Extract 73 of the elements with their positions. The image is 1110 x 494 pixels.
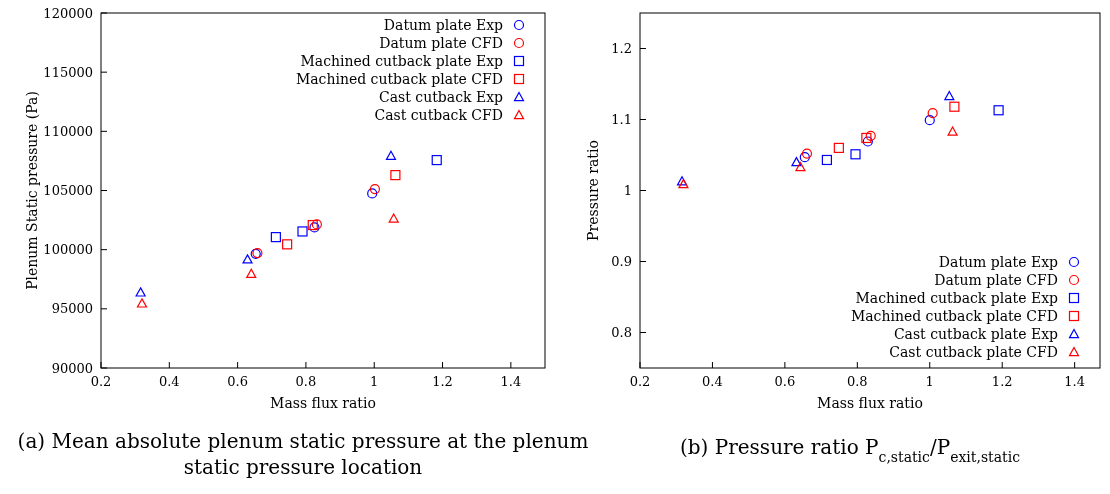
x-tick-label: 1.2	[432, 374, 453, 389]
point	[297, 226, 308, 237]
x-tick-label: 0.6	[227, 374, 248, 389]
legend-label: Machined cutback plate Exp	[300, 53, 504, 69]
point	[367, 188, 378, 199]
x-axis-title: Mass flux ratio	[817, 395, 923, 411]
x-tick-label: 0.4	[158, 374, 180, 389]
y-tick-label: 0.8	[611, 325, 632, 340]
y-tick-label: 115000	[43, 64, 93, 80]
x-tick-label: 0.8	[846, 374, 868, 389]
point	[799, 152, 810, 163]
y-tick-label: 95000	[51, 301, 93, 317]
x-tick-label: 0.2	[90, 374, 112, 389]
text: (b) Pressure ratio P$_{c,static}$/P$_{exit,static}$	[679, 435, 1021, 465]
point	[385, 150, 397, 161]
point	[993, 105, 1004, 116]
point	[865, 130, 876, 141]
y-tick-label: 90000	[51, 360, 93, 376]
point	[821, 154, 832, 166]
y-tick-label: 1.2	[611, 41, 632, 56]
y-axis-title: Plenum Static pressure (Pa)	[24, 91, 40, 290]
point	[431, 154, 442, 166]
x-tick-label: 1.4	[1064, 374, 1085, 389]
legend-label: Cast cutback CFD	[374, 107, 503, 123]
legend-label: Machined cutback plate CFD	[850, 308, 1058, 324]
legend-label: Machined cutback plate Exp	[855, 290, 1059, 306]
x-tick-label: 1.2	[991, 374, 1013, 389]
legend-label: Datum plate CFD	[934, 272, 1058, 288]
point	[282, 239, 293, 250]
point	[246, 268, 257, 279]
text: (a) Mean absolute plenum static pressure at the plenum static pressure location	[17, 429, 589, 479]
y-tick-label: 0.9	[611, 254, 632, 269]
y-axis-title: Pressure ratio	[585, 140, 601, 241]
y-tick-label: 110000	[43, 123, 93, 139]
point	[795, 161, 806, 172]
x-tick-label: 1.4	[500, 374, 522, 389]
x-tick-label: 0.2	[629, 374, 651, 389]
x-tick-label: 1	[370, 374, 379, 389]
y-tick-label: 100000	[43, 242, 93, 258]
y-tick-label: 120000	[43, 5, 93, 21]
y-tick-label: 1	[623, 183, 632, 198]
point	[791, 157, 802, 167]
point	[135, 287, 146, 297]
x-tick-label: 0.8	[295, 374, 317, 389]
point	[801, 148, 813, 159]
x-tick-label: 0.6	[774, 374, 796, 389]
legend-label: Cast cutback plate Exp	[893, 326, 1059, 342]
point	[862, 136, 873, 147]
point	[927, 108, 938, 119]
legend-label: Datum plate CFD	[379, 35, 503, 51]
legend-label: Datum plate Exp	[938, 254, 1059, 270]
legend-label: Cast cutback Exp	[379, 89, 504, 105]
legend-label: Datum plate Exp	[383, 17, 504, 33]
point	[136, 298, 148, 308]
point	[390, 170, 401, 181]
legend-label: Machined cutback plate CFD	[295, 71, 503, 87]
point	[270, 232, 281, 243]
x-tick-label: 0.4	[702, 374, 723, 389]
point	[947, 126, 958, 136]
point	[861, 132, 872, 144]
point	[369, 183, 381, 195]
point	[388, 213, 399, 223]
x-tick-label: 1	[925, 374, 934, 389]
point	[242, 254, 253, 264]
point	[850, 149, 861, 160]
point	[944, 90, 955, 101]
point	[924, 115, 935, 126]
legend-label: Cast cutback plate CFD	[889, 344, 1058, 360]
y-tick-label: 1.1	[611, 112, 632, 127]
x-axis-title: Mass flux ratio	[270, 395, 376, 411]
point	[833, 142, 844, 153]
y-tick-label: 105000	[43, 183, 93, 198]
point	[949, 101, 960, 112]
